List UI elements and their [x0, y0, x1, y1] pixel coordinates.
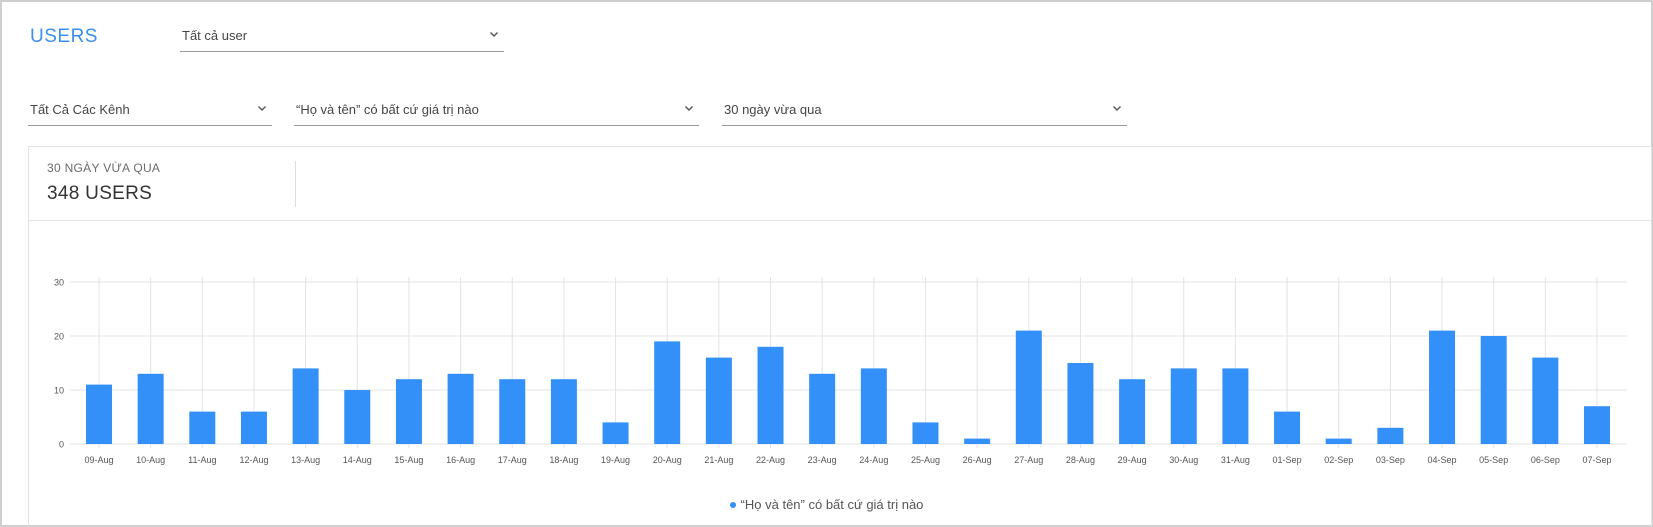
chevron-down-icon	[685, 106, 693, 111]
x-tick-label: 17-Aug	[498, 455, 527, 465]
x-tick-label: 05-Sep	[1479, 455, 1508, 465]
user-filter-select[interactable]: Tất cả user	[180, 26, 504, 52]
bar	[86, 384, 112, 444]
x-tick-label: 29-Aug	[1118, 455, 1147, 465]
x-tick-label: 01-Sep	[1273, 455, 1302, 465]
x-tick-label: 20-Aug	[653, 455, 682, 465]
bar	[395, 379, 422, 444]
chevron-down-icon	[1113, 106, 1121, 111]
x-tick-label: 06-Sep	[1531, 455, 1560, 465]
x-tick-label: 22-Aug	[756, 455, 785, 465]
page-title: USERS	[30, 26, 98, 47]
x-tick-label: 07-Sep	[1582, 455, 1611, 465]
channel-value: Tất Cả Các Kênh	[30, 102, 130, 117]
summary-header: 30 NGÀY VỪA QUA 348 USERS	[29, 147, 1651, 221]
bar	[1222, 368, 1249, 444]
bar	[344, 390, 371, 444]
x-tick-label: 19-Aug	[601, 455, 630, 465]
channel-select[interactable]: Tất Cả Các Kênh	[28, 100, 272, 126]
bar	[912, 422, 939, 444]
bar	[292, 368, 319, 444]
bar	[1480, 336, 1507, 444]
x-tick-label: 16-Aug	[446, 455, 475, 465]
summary-caption: 30 NGÀY VỪA QUA	[47, 161, 161, 175]
x-tick-label: 31-Aug	[1221, 455, 1250, 465]
y-tick-label: 10	[54, 386, 64, 396]
x-tick-label: 02-Sep	[1324, 455, 1353, 465]
chevron-down-icon	[490, 32, 498, 37]
x-tick-label: 24-Aug	[859, 455, 888, 465]
x-tick-label: 10-Aug	[136, 455, 165, 465]
date-range-value: 30 ngày vừa qua	[724, 102, 822, 117]
bar	[1119, 379, 1146, 444]
x-tick-label: 27-Aug	[1014, 455, 1043, 465]
x-tick-label: 26-Aug	[963, 455, 992, 465]
bar	[240, 411, 267, 444]
y-tick-label: 0	[59, 440, 64, 450]
x-tick-label: 14-Aug	[343, 455, 372, 465]
x-tick-label: 13-Aug	[291, 455, 320, 465]
y-tick-label: 20	[54, 332, 64, 342]
date-range-select[interactable]: 30 ngày vừa qua	[722, 100, 1127, 126]
bar	[860, 368, 887, 444]
bar	[137, 373, 164, 444]
chart-legend[interactable]: “Họ và tên” có bất cứ giá trị nào	[0, 497, 1653, 512]
x-tick-label: 09-Aug	[84, 455, 113, 465]
user-filter-value: Tất cả user	[182, 28, 248, 43]
chart-panel: 30 NGÀY VỪA QUA 348 USERS	[28, 146, 1652, 527]
x-tick-label: 28-Aug	[1066, 455, 1095, 465]
legend-marker	[729, 501, 736, 508]
x-tick-label: 04-Sep	[1428, 455, 1457, 465]
bar	[602, 422, 629, 444]
x-tick-label: 25-Aug	[911, 455, 940, 465]
bar	[705, 357, 732, 444]
summary-divider	[295, 161, 296, 207]
bar	[189, 411, 216, 444]
bar	[1377, 427, 1404, 444]
bar	[1015, 330, 1042, 444]
chevron-down-icon	[258, 106, 266, 111]
x-tick-label: 21-Aug	[704, 455, 733, 465]
bar	[1067, 363, 1094, 444]
bar	[809, 373, 836, 444]
bar	[1429, 330, 1456, 444]
x-tick-label: 11-Aug	[188, 455, 216, 465]
bar	[1274, 411, 1301, 444]
bar	[757, 346, 784, 444]
bar	[1532, 357, 1559, 444]
condition-value: “Họ và tên” có bất cứ giá trị nào	[296, 102, 479, 117]
x-tick-label: 30-Aug	[1169, 455, 1198, 465]
legend-label: “Họ và tên” có bất cứ giá trị nào	[740, 497, 924, 512]
condition-select[interactable]: “Họ và tên” có bất cứ giá trị nào	[294, 100, 699, 126]
x-tick-label: 18-Aug	[549, 455, 578, 465]
bar	[964, 438, 991, 444]
bar	[654, 341, 681, 444]
bar	[1325, 438, 1352, 444]
bar	[1584, 406, 1610, 444]
x-tick-label: 23-Aug	[808, 455, 837, 465]
bar	[447, 373, 474, 444]
y-tick-label: 30	[54, 278, 64, 288]
bar	[550, 379, 577, 444]
x-tick-label: 15-Aug	[394, 455, 423, 465]
bar	[499, 379, 526, 444]
bar	[1170, 368, 1197, 444]
x-tick-label: 03-Sep	[1376, 455, 1405, 465]
summary-value: 348 USERS	[47, 183, 153, 204]
x-tick-label: 12-Aug	[239, 455, 268, 465]
